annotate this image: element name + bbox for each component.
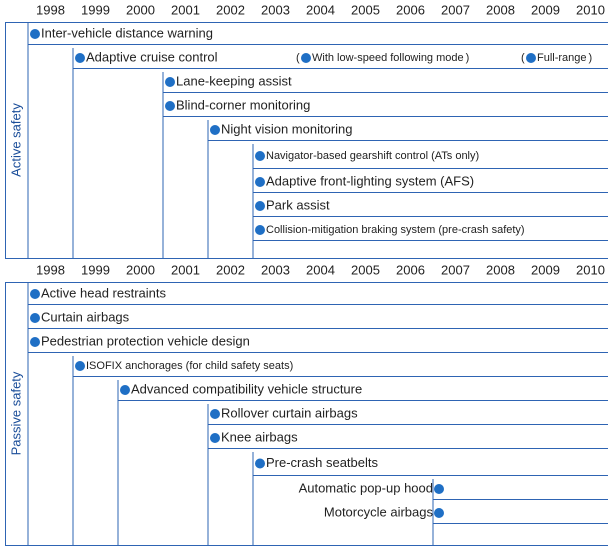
start-dot — [255, 177, 265, 187]
item-label: Blind-corner monitoring — [176, 97, 310, 112]
year-label: 2009 — [531, 2, 560, 17]
section-box — [5, 22, 608, 259]
start-dot — [210, 125, 220, 135]
item-label: Active head restraints — [41, 285, 167, 300]
year-label: 2008 — [486, 262, 515, 277]
year-label: 1998 — [36, 262, 65, 277]
start-dot — [120, 385, 130, 395]
note-label: With low-speed following mode — [312, 52, 464, 64]
year-label: 2006 — [396, 262, 425, 277]
item-label: Inter-vehicle distance warning — [41, 25, 213, 40]
year-label: 2003 — [261, 2, 290, 17]
note-dot — [301, 53, 311, 63]
start-dot — [30, 337, 40, 347]
item-label: Collision-mitigation braking system (pre… — [266, 224, 525, 236]
item-label: Park assist — [266, 197, 330, 212]
item-label: Lane-keeping assist — [176, 73, 292, 88]
note-paren: ( — [521, 52, 525, 64]
item-label: Advanced compatibility vehicle structure — [131, 381, 362, 396]
start-dot — [165, 101, 175, 111]
year-label: 2000 — [126, 262, 155, 277]
item-label: ISOFIX anchorages (for child safety seat… — [86, 360, 293, 372]
note-label: Full-range — [537, 52, 587, 64]
section-label: Passive safety — [8, 371, 23, 455]
year-label: 2007 — [441, 2, 470, 17]
item-label: Adaptive front-lighting system (AFS) — [266, 173, 474, 188]
year-label: 2009 — [531, 262, 560, 277]
note-paren: ) — [589, 52, 593, 64]
start-dot — [434, 484, 444, 494]
start-dot — [165, 77, 175, 87]
note-dot — [526, 53, 536, 63]
year-label: 2007 — [441, 262, 470, 277]
start-dot — [255, 151, 265, 161]
year-label: 2001 — [171, 2, 200, 17]
year-label: 2000 — [126, 2, 155, 17]
item-label: Night vision monitoring — [221, 121, 353, 136]
year-label: 2002 — [216, 262, 245, 277]
start-dot — [434, 508, 444, 518]
start-dot — [30, 289, 40, 299]
start-dot — [255, 201, 265, 211]
year-label: 2002 — [216, 2, 245, 17]
item-label: Pre-crash seatbelts — [266, 455, 378, 470]
note-paren: ) — [466, 52, 470, 64]
item-label: Motorcycle airbags — [324, 504, 434, 519]
year-label: 1999 — [81, 2, 110, 17]
start-dot — [30, 313, 40, 323]
year-label: 2010 — [576, 2, 605, 17]
start-dot — [255, 225, 265, 235]
year-label: 1998 — [36, 2, 65, 17]
section-label: Active safety — [8, 103, 23, 177]
item-label: Knee airbags — [221, 429, 298, 444]
item-label: Curtain airbags — [41, 309, 130, 324]
year-label: 2008 — [486, 2, 515, 17]
year-label: 2005 — [351, 262, 380, 277]
year-label: 2004 — [306, 2, 335, 17]
start-dot — [255, 458, 265, 469]
year-label: 2004 — [306, 262, 335, 277]
item-label: Adaptive cruise control — [86, 49, 218, 64]
item-label: Pedestrian protection vehicle design — [41, 333, 250, 348]
item-label: Rollover curtain airbags — [221, 405, 358, 420]
year-label: 1999 — [81, 262, 110, 277]
note-paren: ( — [296, 52, 300, 64]
year-label: 2010 — [576, 262, 605, 277]
year-label: 2006 — [396, 2, 425, 17]
year-label: 2001 — [171, 262, 200, 277]
year-label: 2003 — [261, 262, 290, 277]
start-dot — [75, 361, 85, 371]
item-label: Navigator-based gearshift control (ATs o… — [266, 150, 479, 162]
start-dot — [30, 29, 40, 39]
year-label: 2005 — [351, 2, 380, 17]
section-box — [5, 282, 608, 546]
item-label: Automatic pop-up hood — [299, 480, 433, 495]
start-dot — [210, 433, 220, 443]
start-dot — [75, 53, 85, 63]
start-dot — [210, 409, 220, 419]
